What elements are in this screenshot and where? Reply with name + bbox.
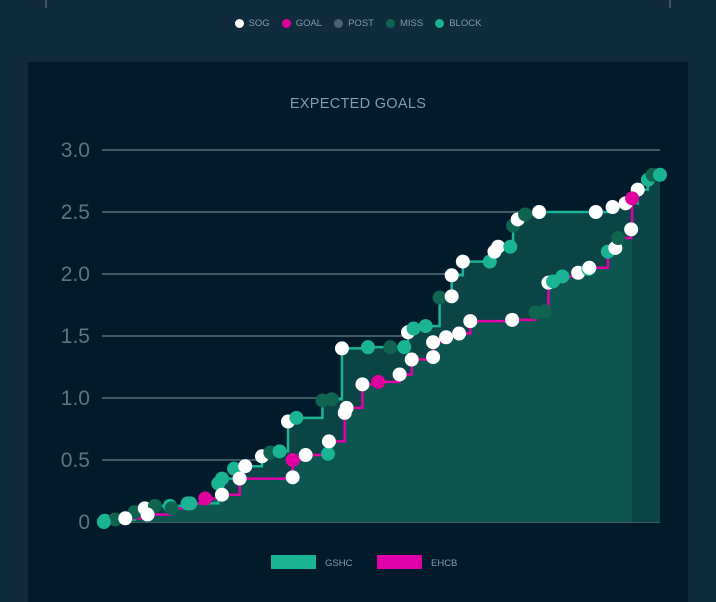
y-tick-label: 2.5 xyxy=(61,201,90,224)
legend-label: MISS xyxy=(399,18,424,29)
gshc-shot-block-marker[interactable] xyxy=(418,319,433,334)
ehcb-shot-sog-marker[interactable] xyxy=(463,314,478,329)
ehcb-shot-sog-marker[interactable] xyxy=(140,507,155,522)
ehcb-shot-goal-marker[interactable] xyxy=(198,491,213,506)
legend-label: POST xyxy=(348,18,374,29)
ehcb-shot-sog-marker[interactable] xyxy=(439,330,454,345)
gshc-shot-sog-marker[interactable] xyxy=(455,254,470,269)
ehcb-shot-sog-marker[interactable] xyxy=(321,434,336,449)
gshc-shot-block-marker[interactable] xyxy=(653,167,667,182)
gshc-shot-sog-marker[interactable] xyxy=(588,205,603,219)
legend-label: SOG xyxy=(248,18,270,29)
gshc-shot-sog-marker[interactable] xyxy=(532,205,547,219)
gshc-shot-block-marker[interactable] xyxy=(289,410,304,425)
ehcb-shot-miss-marker[interactable] xyxy=(537,304,552,319)
gshc-shot-block-marker[interactable] xyxy=(272,444,287,459)
y-tick-label: 2.0 xyxy=(61,263,90,286)
gshc-shot-block-marker[interactable] xyxy=(397,340,412,355)
ehcb-shot-block-marker[interactable] xyxy=(555,269,570,284)
gshc-shot-block-marker[interactable] xyxy=(360,340,375,355)
sog-dot-icon xyxy=(234,19,244,28)
ehcb-shot-goal-marker[interactable] xyxy=(625,191,640,206)
top-border-right xyxy=(669,0,671,8)
ehcb-shot-sog-marker[interactable] xyxy=(404,352,419,367)
gshc-shot-sog-marker[interactable] xyxy=(444,289,459,304)
legend-block[interactable]: BLOCK xyxy=(435,18,481,29)
shot-type-legend: SOG GOAL POST MISS BLOCK xyxy=(0,18,716,29)
y-tick-label: 0.5 xyxy=(61,449,90,472)
ehcb-shot-sog-marker[interactable] xyxy=(624,222,639,237)
gshc-legend-swatch xyxy=(271,555,316,569)
gshc-shot-miss-marker[interactable] xyxy=(324,392,339,407)
ehcb-shot-block-marker[interactable] xyxy=(96,515,111,529)
ehcb-shot-sog-marker[interactable] xyxy=(392,367,407,382)
legend-sog[interactable]: SOG xyxy=(234,18,270,29)
ehcb-shot-sog-marker[interactable] xyxy=(505,312,520,327)
gshc-shot-block-marker[interactable] xyxy=(214,471,229,486)
ehcb-legend-label: EHCB xyxy=(431,558,457,569)
chart-title: EXPECTED GOALS xyxy=(290,96,426,112)
gshc-shot-sog-marker[interactable] xyxy=(491,239,506,254)
ehcb-shot-sog-marker[interactable] xyxy=(118,511,133,526)
top-border-left xyxy=(45,0,47,8)
ehcb-shot-sog-marker[interactable] xyxy=(214,487,229,502)
gshc-shot-block-marker[interactable] xyxy=(406,321,421,336)
legend-miss[interactable]: MISS xyxy=(385,18,424,29)
gshc-shot-miss-marker[interactable] xyxy=(518,207,533,222)
ehcb-shot-sog-marker[interactable] xyxy=(355,377,370,392)
ehcb-shot-sog-marker[interactable] xyxy=(582,260,597,275)
y-tick-label: 0 xyxy=(78,511,90,534)
ehcb-shot-sog-marker[interactable] xyxy=(232,471,247,486)
legend-label: BLOCK xyxy=(449,18,482,29)
ehcb-shot-miss-marker[interactable] xyxy=(611,231,626,246)
team-legend: GSHC EHCB xyxy=(271,555,457,569)
ehcb-shot-goal-marker[interactable] xyxy=(371,374,386,389)
post-dot-icon xyxy=(334,19,344,28)
y-tick-label: 1.5 xyxy=(61,325,90,348)
ehcb-shot-sog-marker[interactable] xyxy=(452,326,467,341)
ehcb-shot-sog-marker[interactable] xyxy=(426,335,441,350)
ehcb-shot-sog-marker[interactable] xyxy=(298,448,313,463)
gshc-shot-sog-marker[interactable] xyxy=(605,200,620,215)
ehcb-shot-goal-marker[interactable] xyxy=(285,453,300,467)
ehcb-shot-block-marker[interactable] xyxy=(183,496,198,511)
ehcb-shot-sog-marker[interactable] xyxy=(339,400,354,415)
ehcb-area xyxy=(102,198,633,523)
block-dot-icon xyxy=(435,19,445,28)
ehcb-legend-swatch xyxy=(377,555,422,569)
gshc-shot-miss-marker[interactable] xyxy=(383,340,398,355)
gshc-shot-block-marker[interactable] xyxy=(503,239,518,254)
ehcb-shot-sog-marker[interactable] xyxy=(285,470,300,485)
gshc-legend-label: GSHC xyxy=(325,558,353,569)
gshc-shot-miss-marker[interactable] xyxy=(432,290,447,305)
gshc-shot-miss-marker[interactable] xyxy=(108,512,123,527)
ehcb-shot-sog-marker[interactable] xyxy=(426,350,441,365)
y-tick-label: 3.0 xyxy=(61,139,90,162)
ehcb-shot-block-marker[interactable] xyxy=(320,446,335,461)
legend-label: GOAL xyxy=(295,18,323,29)
legend-goal[interactable]: GOAL xyxy=(281,18,323,29)
gshc-shot-sog-marker[interactable] xyxy=(238,459,253,474)
gshc-shot-sog-marker[interactable] xyxy=(334,341,349,356)
legend-post[interactable]: POST xyxy=(334,18,374,29)
gshc-shot-sog-marker[interactable] xyxy=(444,268,459,283)
ehcb-shot-miss-marker[interactable] xyxy=(164,501,179,516)
y-tick-label: 1.0 xyxy=(61,387,90,410)
miss-dot-icon xyxy=(385,19,395,28)
goal-dot-icon xyxy=(281,19,291,28)
